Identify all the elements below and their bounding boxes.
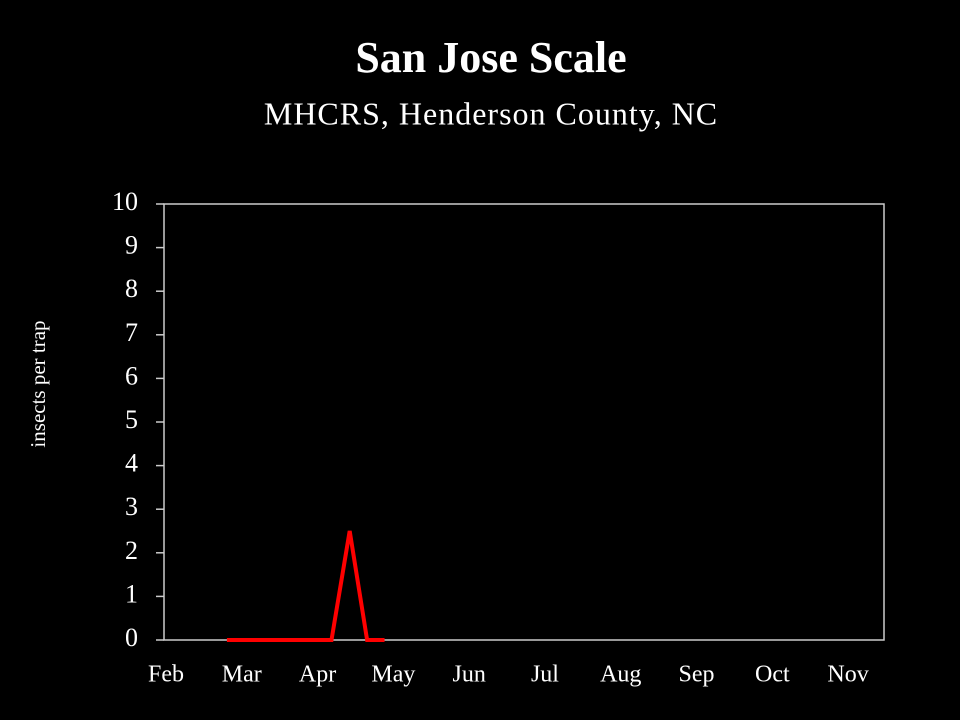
y-tick-label: 0 — [125, 623, 138, 652]
y-tick-label: 10 — [112, 187, 138, 216]
chart-title: San Jose Scale — [355, 33, 626, 82]
y-tick-label: 2 — [125, 536, 138, 565]
x-tick-label: May — [371, 662, 415, 688]
x-tick-label: Jun — [452, 662, 485, 688]
x-tick-label: Jul — [531, 662, 559, 688]
y-axis-label: insects per trap — [26, 320, 50, 447]
y-tick-label: 1 — [125, 579, 138, 608]
y-tick-label: 6 — [125, 361, 138, 390]
chart-subtitle: MHCRS, Henderson County, NC — [264, 95, 718, 131]
x-tick-label: Nov — [827, 662, 868, 688]
x-tick-label: Mar — [222, 662, 262, 688]
y-tick-label: 5 — [125, 405, 138, 434]
y-tick-label: 8 — [125, 274, 138, 303]
x-tick-label: Aug — [600, 662, 641, 688]
x-tick-label: Apr — [299, 662, 336, 688]
y-tick-label: 4 — [125, 449, 138, 478]
y-tick-label: 7 — [125, 318, 138, 347]
x-tick-label: Oct — [755, 662, 790, 688]
y-tick-label: 9 — [125, 231, 138, 260]
data-line — [226, 530, 385, 642]
y-tick-label: 3 — [125, 492, 138, 521]
x-tick-label: Feb — [148, 662, 184, 688]
x-tick-label: Sep — [679, 662, 715, 688]
